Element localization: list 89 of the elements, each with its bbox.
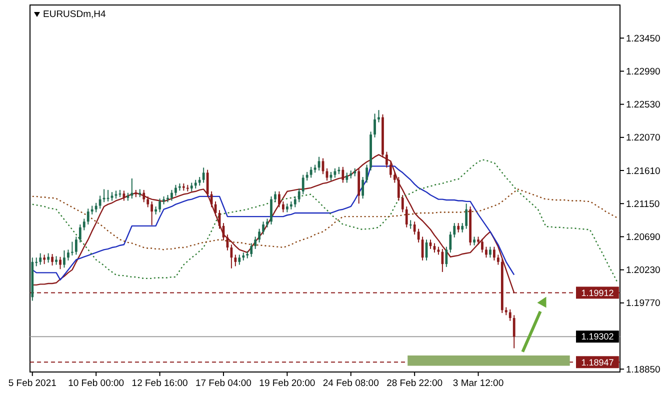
line-series [32,159,618,284]
candlestick [417,228,420,243]
candlestick [485,246,488,258]
candlestick [142,189,146,203]
candlestick [98,195,102,210]
candlestick [202,167,205,184]
candlestick [294,196,296,208]
candlestick [270,196,272,225]
candlestick [449,231,452,254]
candlestick [457,222,460,233]
candlestick [481,238,484,254]
x-tick-label: 10 Feb 00:00 [68,378,124,389]
candlestick [258,228,261,243]
candlestick [346,172,348,184]
y-tick-label: 1.22530 [626,100,660,111]
candlestick [342,166,344,184]
y-tick-label: 1.20690 [626,232,660,244]
candlestick [78,224,82,243]
candlestick [234,254,237,267]
candlestick [262,221,264,236]
candlestick [441,248,444,272]
x-tick-label: 5 Feb 2021 [8,378,56,389]
candlestick [278,190,280,208]
candlestick [146,196,150,208]
candlestick [63,250,66,268]
candlestick [401,194,404,213]
line-series [32,188,618,250]
ref-line-label: 1.18947 [581,357,614,368]
candlestick [43,254,46,265]
candlestick [158,198,161,213]
candlestick [493,246,496,261]
candlestick [206,169,209,198]
ref-line-label: 1.19912 [581,288,614,298]
candlestick [230,244,233,269]
y-tick-label: 1.18850 [626,364,660,376]
candlestick [150,200,154,226]
candlestick [94,202,98,213]
candlestick [366,164,368,184]
candlestick [374,113,376,138]
y-tick-label: 1.22070 [626,132,660,144]
candlestick [489,246,492,258]
candlestick [254,236,257,250]
y-tick-label: 1.23450 [626,33,660,44]
candlestick [453,222,456,238]
candlestick [282,200,284,213]
candlestick [67,249,70,261]
candlestick [39,252,42,266]
candlestick [512,314,516,349]
candlestick [59,256,62,270]
candlestick [86,208,90,225]
x-tick-label: 12 Feb 16:00 [132,378,188,389]
y-tick-label: 1.22990 [626,66,660,78]
candlestick [174,184,177,196]
candlestick [274,190,276,203]
candlestick [413,221,416,236]
x-tick-label: 28 Feb 22:00 [386,378,443,389]
x-tick-label: 24 Feb 08:00 [322,378,379,389]
candlestick [51,253,54,266]
y-tick-label: 1.21150 [626,198,660,210]
ref-line-label: 1.19302 [581,332,614,342]
text: EURUSDm,H4 [43,9,106,20]
candlestick [405,206,408,228]
candlestick [393,171,396,184]
candlestick [334,168,336,178]
candlestick [298,188,300,203]
candlestick [461,222,464,233]
y-tick-label: 1.19770 [626,298,660,310]
candlestick [378,110,380,123]
x-tick-label: 17 Feb 04:00 [195,378,252,389]
candlestick [362,176,364,200]
candlestick [445,246,448,268]
candlestick [508,308,512,322]
candlestick [302,174,304,195]
candlestick [82,218,86,231]
candlestick [397,176,400,202]
y-tick-label: 1.21610 [626,166,660,177]
candlestick [496,254,500,266]
candlestick [465,203,468,230]
candlestick [310,166,312,178]
candlestick [389,161,392,178]
candlestick [170,189,173,202]
candlestick [74,236,78,256]
candlestick [250,242,253,258]
x-tick-label: 3 Mar 12:00 [452,378,504,389]
y-tick-label: 1.20230 [626,265,660,276]
candlestick [409,220,412,230]
candlestick [238,254,241,266]
x-tick-label: 19 Feb 20:00 [259,378,316,389]
candlestick [71,241,74,256]
